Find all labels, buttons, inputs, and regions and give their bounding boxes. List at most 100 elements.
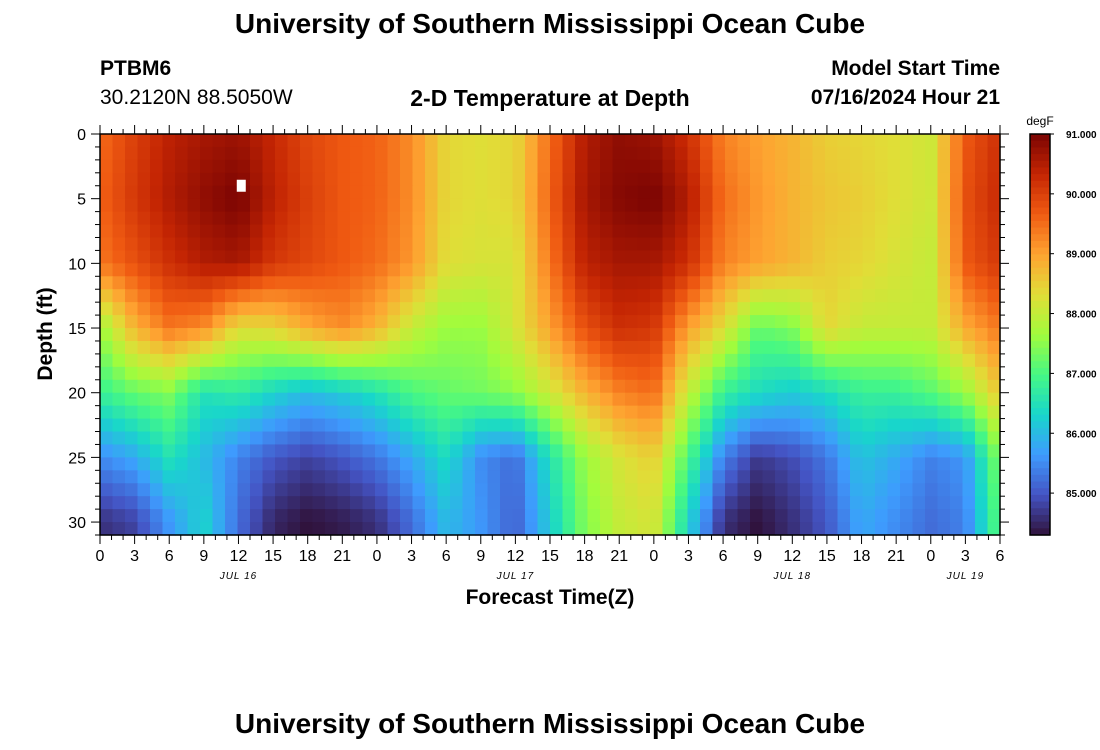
heatmap-cell bbox=[462, 224, 476, 239]
heatmap-cell bbox=[812, 263, 826, 277]
heatmap-cell bbox=[737, 185, 751, 200]
heatmap-cell bbox=[987, 263, 1001, 277]
heatmap-cell bbox=[975, 431, 989, 446]
colorbar-swatch bbox=[1030, 147, 1050, 155]
heatmap-cell bbox=[487, 405, 501, 420]
heatmap-cell bbox=[187, 328, 201, 342]
heatmap-cell bbox=[975, 315, 989, 329]
heatmap-cell bbox=[412, 431, 426, 446]
heatmap-cell bbox=[250, 289, 264, 303]
heatmap-cell bbox=[975, 418, 989, 433]
heatmap-cell bbox=[800, 315, 814, 329]
heatmap-cell bbox=[987, 302, 1001, 316]
heatmap-cell bbox=[975, 353, 989, 368]
heatmap-cell bbox=[137, 366, 151, 381]
heatmap-cell bbox=[775, 134, 789, 148]
heatmap-cell bbox=[800, 340, 814, 355]
heatmap-cell bbox=[575, 276, 589, 290]
heatmap-cell bbox=[600, 431, 614, 446]
heatmap-cell bbox=[550, 379, 564, 394]
heatmap-cell bbox=[125, 340, 139, 355]
heatmap-cell bbox=[350, 250, 364, 264]
heatmap-cell bbox=[512, 134, 526, 148]
heatmap-cell bbox=[900, 250, 914, 264]
heatmap-cell bbox=[400, 276, 414, 290]
heatmap-cell bbox=[300, 418, 314, 433]
heatmap-cell bbox=[187, 289, 201, 303]
heatmap-cell bbox=[375, 418, 389, 433]
heatmap-cell bbox=[212, 392, 226, 407]
heatmap-cell bbox=[437, 250, 451, 264]
heatmap-cell bbox=[512, 405, 526, 420]
heatmap-cell bbox=[775, 315, 789, 329]
heatmap-cell bbox=[725, 457, 739, 471]
heatmap-cell bbox=[762, 172, 776, 187]
heatmap-cell bbox=[200, 392, 214, 407]
heatmap-cell bbox=[625, 405, 639, 420]
heatmap-cell bbox=[862, 496, 876, 510]
heatmap-cell bbox=[737, 159, 751, 174]
heatmap-cell bbox=[275, 366, 289, 381]
heatmap-cell bbox=[312, 289, 326, 303]
colorbar-swatch bbox=[1030, 428, 1050, 436]
heatmap-cell bbox=[800, 172, 814, 187]
heatmap-cell bbox=[700, 418, 714, 433]
heatmap-cell bbox=[812, 237, 826, 252]
heatmap-cell bbox=[487, 340, 501, 355]
heatmap-cell bbox=[875, 328, 889, 342]
heatmap-cell bbox=[412, 211, 426, 226]
heatmap-cell bbox=[962, 431, 976, 446]
heatmap-cell bbox=[225, 198, 239, 213]
heatmap-cell bbox=[237, 237, 251, 252]
heatmap-cell bbox=[562, 172, 576, 187]
heatmap-cell bbox=[200, 224, 214, 239]
heatmap-cell bbox=[737, 392, 751, 407]
heatmap-cell bbox=[637, 315, 651, 329]
heatmap-cell bbox=[312, 405, 326, 420]
x-tick-label: 9 bbox=[476, 548, 485, 565]
heatmap-cell bbox=[150, 483, 164, 497]
heatmap-cell bbox=[587, 431, 601, 446]
heatmap-cell bbox=[575, 340, 589, 355]
heatmap-cell bbox=[275, 263, 289, 277]
heatmap-cell bbox=[887, 302, 901, 316]
heatmap-cell bbox=[175, 379, 189, 394]
heatmap-cell bbox=[625, 159, 639, 174]
heatmap-cell bbox=[100, 353, 114, 368]
heatmap-cell bbox=[800, 198, 814, 213]
heatmap-cell bbox=[912, 470, 926, 484]
heatmap-cell bbox=[712, 289, 726, 303]
heatmap-cell bbox=[112, 379, 126, 394]
heatmap-cell bbox=[812, 276, 826, 290]
heatmap-cell bbox=[750, 353, 764, 368]
heatmap-cell bbox=[425, 470, 439, 484]
heatmap-cell bbox=[125, 509, 139, 523]
heatmap-cell bbox=[937, 340, 951, 355]
date-label: JUL 17 bbox=[496, 571, 535, 582]
heatmap-cell bbox=[262, 289, 276, 303]
heatmap-cell bbox=[425, 483, 439, 497]
heatmap-cell bbox=[650, 366, 664, 381]
heatmap-cell bbox=[487, 483, 501, 497]
heatmap-cell bbox=[712, 276, 726, 290]
heatmap-cell bbox=[750, 302, 764, 316]
heatmap-cell bbox=[137, 276, 151, 290]
heatmap-cell bbox=[887, 444, 901, 458]
colorbar-swatch bbox=[1030, 374, 1050, 382]
heatmap-cell bbox=[862, 263, 876, 277]
heatmap-cell bbox=[887, 522, 901, 536]
heatmap-cell bbox=[175, 444, 189, 458]
heatmap-cell bbox=[900, 483, 914, 497]
heatmap-cell bbox=[662, 392, 676, 407]
heatmap-cell bbox=[687, 496, 701, 510]
heatmap-cell bbox=[600, 250, 614, 264]
heatmap-cell bbox=[375, 328, 389, 342]
heatmap-cell bbox=[700, 185, 714, 200]
heatmap-cell bbox=[850, 134, 864, 148]
heatmap-cell bbox=[237, 392, 251, 407]
heatmap-cell bbox=[612, 146, 626, 161]
heatmap-cell bbox=[450, 457, 464, 471]
heatmap-cell bbox=[987, 522, 1001, 536]
heatmap-cell bbox=[850, 496, 864, 510]
heatmap-cell bbox=[437, 392, 451, 407]
